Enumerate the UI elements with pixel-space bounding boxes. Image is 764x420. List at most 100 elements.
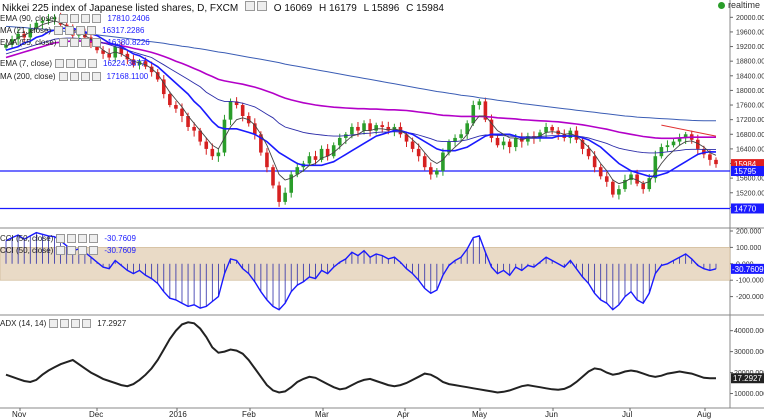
ohlc-c-key: C — [406, 3, 414, 14]
candle-body — [386, 126, 391, 131]
candle-body — [253, 123, 257, 135]
candle-body — [598, 167, 603, 177]
price-tick-label: 18400.00 — [736, 73, 764, 80]
legend-ema55[interactable]: EMA (55, close) 16380.8226 — [0, 37, 150, 48]
candle-body — [380, 125, 385, 127]
candle-body — [647, 178, 652, 190]
legend-adx-buttons[interactable] — [49, 319, 92, 328]
time-tick-label: May — [472, 410, 487, 419]
candle-body — [653, 156, 658, 179]
legend-ma200[interactable]: MA (200, close) 17168.1100 — [0, 71, 148, 82]
candle-body — [222, 119, 227, 153]
cci-tick-label: -100.000 — [736, 278, 764, 285]
candle-body — [702, 148, 706, 155]
candle-body — [586, 148, 591, 157]
candle-body — [155, 72, 160, 80]
candle-body — [143, 61, 148, 67]
cci-tag-box — [731, 263, 764, 274]
legend-ma21[interactable]: MA (21, close) 16317.2286 — [0, 25, 144, 36]
candle-body — [416, 148, 421, 157]
legend-ma21-buttons[interactable] — [54, 26, 97, 35]
legend-ema90[interactable]: EMA (90, close) 17810.2406 — [0, 13, 150, 24]
price-tick-label: 19600.00 — [736, 29, 764, 36]
cci-tick-label: 100.000 — [736, 245, 761, 252]
candle-body — [580, 139, 585, 149]
cci-tick-label: 200.000 — [736, 229, 761, 236]
legend-ema55-buttons[interactable] — [59, 38, 102, 47]
price-tick-label: 20000.00 — [736, 15, 764, 22]
legend-cci-2-label: CCI (50, close) — [0, 246, 54, 255]
legend-ma21-label: MA (21, close) — [0, 26, 52, 35]
candle-body — [10, 39, 14, 45]
candle-body — [240, 105, 245, 116]
candle-body — [422, 156, 427, 168]
legend-ema55-label: EMA (55, close) — [0, 38, 57, 47]
candle-body — [538, 132, 542, 138]
legend-ema90-buttons[interactable] — [59, 14, 102, 23]
candle-body — [234, 101, 239, 106]
candle-body — [368, 123, 372, 131]
candle-body — [313, 156, 318, 160]
realtime-dot-icon — [717, 1, 725, 9]
settings-button[interactable] — [245, 1, 256, 11]
ohlc-c-value: 15984 — [416, 3, 444, 14]
price-tick-label: 18800.00 — [736, 59, 764, 66]
legend-ma200-value: 17168.1100 — [106, 72, 149, 81]
candle-body — [617, 189, 621, 195]
chart-header: Nikkei 225 index of Japanese listed shar… — [2, 1, 444, 14]
candle-body — [677, 137, 682, 142]
candle-body — [544, 126, 548, 133]
legend-adx[interactable]: ADX (14, 14) 17.2927 — [0, 318, 126, 329]
legend-cci-2[interactable]: CCI (50, close) -30.7609 — [0, 245, 136, 256]
candle-body — [228, 101, 233, 120]
price-tick-label: 18000.00 — [736, 88, 764, 95]
candle-body — [180, 108, 184, 116]
chart-title: Nikkei 225 index of Japanese listed shar… — [2, 3, 239, 14]
legend-ema55-value: 16380.8226 — [107, 38, 150, 47]
realtime-label: realtime — [727, 0, 760, 10]
candle-body — [125, 53, 130, 60]
legend-ma21-value: 16317.2286 — [102, 26, 145, 35]
legend-ema7[interactable]: EMA (7, close) 16224.3877 — [0, 58, 145, 69]
candle-body — [40, 20, 45, 23]
candle-body — [168, 94, 172, 106]
candle-body — [149, 66, 154, 73]
price-tag-box-2 — [731, 166, 764, 177]
legend-cci-2-value: -30.7609 — [104, 246, 136, 255]
legend-ma200-buttons[interactable] — [58, 72, 101, 81]
candle-body — [186, 116, 190, 127]
time-tick-label: Jun — [545, 410, 558, 419]
candle-body — [489, 119, 494, 138]
candle-body — [350, 126, 354, 135]
candle-body — [271, 167, 275, 186]
candle-body — [683, 134, 688, 138]
candle-body — [629, 174, 633, 180]
legend-ema7-buttons[interactable] — [55, 59, 98, 68]
candle-body — [107, 53, 111, 58]
legend-cci-2-buttons[interactable] — [56, 246, 99, 255]
adx-tick-label: 10000.000 — [734, 391, 764, 398]
price-tick-label: 17200.00 — [736, 117, 764, 124]
ma21-line — [5, 27, 717, 178]
candle-body — [131, 59, 136, 65]
adx-tag-label: 17.2927 — [733, 374, 762, 383]
legend-cci-1-buttons[interactable] — [56, 234, 99, 243]
candle-body — [477, 101, 482, 106]
cci-tick-label: -200.000 — [736, 294, 764, 301]
legend-cci-1-label: CCI (50, close) — [0, 234, 54, 243]
legend-ema90-label: EMA (90, close) — [0, 14, 57, 23]
time-tick-label: 2016 — [169, 410, 187, 419]
price-tick-label: 19200.00 — [736, 44, 764, 51]
ma200-line — [5, 25, 716, 122]
candle-body — [695, 139, 700, 149]
time-tick-label: Nov — [12, 410, 26, 419]
candle-body — [356, 126, 360, 131]
price-tag-label-3: 14770 — [734, 204, 757, 213]
eye-icon[interactable] — [257, 1, 268, 11]
candle-body — [665, 145, 670, 148]
candle-body — [119, 46, 124, 54]
time-tick-label: Feb — [242, 410, 256, 419]
candle-body — [550, 126, 554, 131]
legend-cci-1[interactable]: CCI (50, close) -30.7609 — [0, 233, 136, 244]
